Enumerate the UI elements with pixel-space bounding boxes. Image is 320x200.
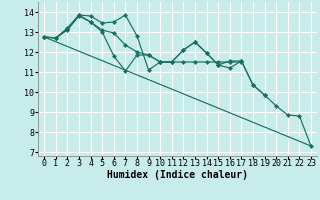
X-axis label: Humidex (Indice chaleur): Humidex (Indice chaleur) — [107, 170, 248, 180]
